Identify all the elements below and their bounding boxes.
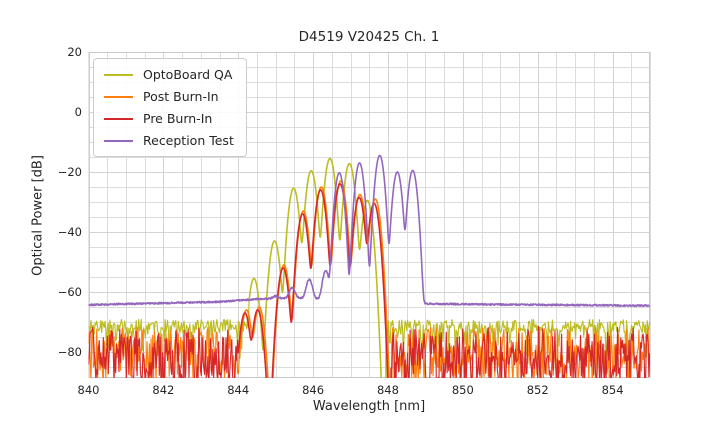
legend-item: OptoBoard QA bbox=[104, 66, 234, 83]
legend-line-swatch bbox=[104, 73, 133, 76]
legend-item: Reception Test bbox=[104, 132, 234, 149]
x-tick-label: 852 bbox=[526, 383, 549, 397]
y-tick-label: −80 bbox=[57, 344, 82, 359]
legend: OptoBoard QA Post Burn-In Pre Burn-In Re… bbox=[93, 58, 247, 157]
y-tick-label: −60 bbox=[57, 284, 82, 299]
y-axis-label: Optical Power [dB] bbox=[30, 155, 46, 276]
x-axis-label: Wavelength [nm] bbox=[312, 399, 426, 414]
x-tick-label: 850 bbox=[451, 383, 474, 397]
x-tick-label: 840 bbox=[77, 383, 100, 397]
x-tick-label: 854 bbox=[601, 383, 624, 397]
y-tick-label: −20 bbox=[57, 164, 82, 179]
legend-label: Post Burn-In bbox=[143, 89, 219, 104]
x-tick-label: 844 bbox=[227, 383, 250, 397]
legend-label: Reception Test bbox=[143, 133, 234, 148]
legend-line-swatch bbox=[104, 117, 133, 120]
legend-item: Post Burn-In bbox=[104, 88, 234, 105]
legend-label: Pre Burn-In bbox=[143, 111, 213, 126]
x-tick-label: 842 bbox=[152, 383, 175, 397]
legend-label: OptoBoard QA bbox=[143, 67, 233, 82]
x-tick-label: 846 bbox=[302, 383, 325, 397]
legend-line-swatch bbox=[104, 95, 133, 98]
y-tick-label: −40 bbox=[57, 224, 82, 239]
y-tick-label: 0 bbox=[74, 104, 82, 119]
legend-item: Pre Burn-In bbox=[104, 110, 234, 127]
legend-line-swatch bbox=[104, 139, 133, 142]
x-tick-label: 848 bbox=[376, 383, 399, 397]
y-tick-label: 20 bbox=[67, 45, 82, 59]
chart-title: D4519 V20425 Ch. 1 bbox=[298, 29, 440, 45]
